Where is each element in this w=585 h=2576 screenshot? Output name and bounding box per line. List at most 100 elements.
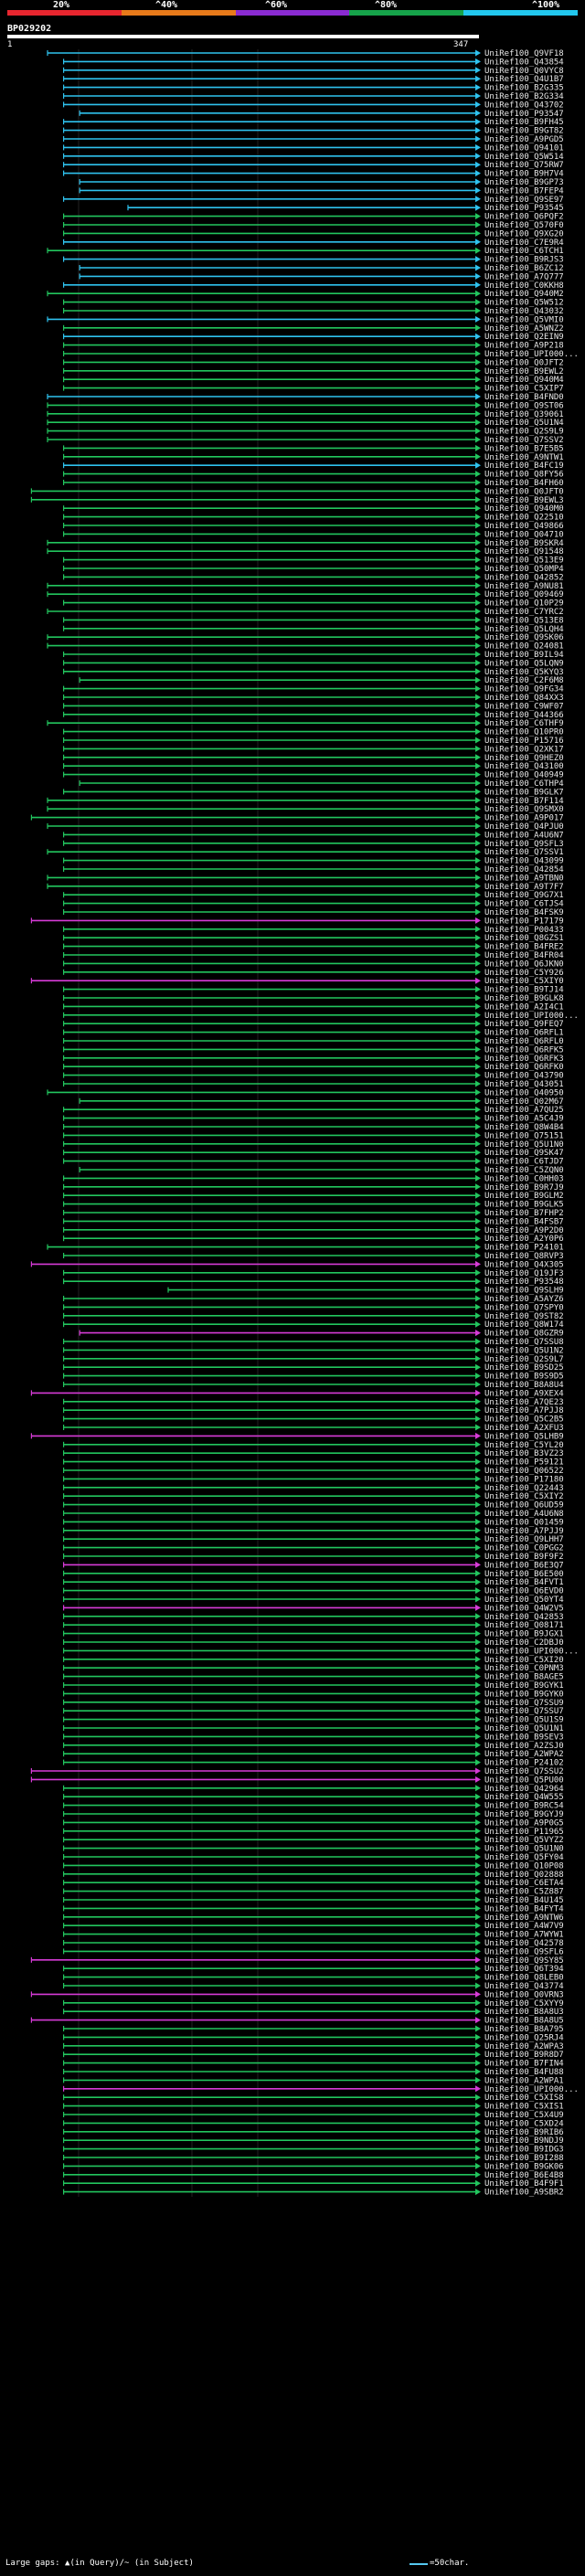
hit-label[interactable]: UniRef100_B9GLK5 bbox=[484, 1201, 564, 1210]
hit-row[interactable]: UniRef100_C5ZQN0 bbox=[79, 1166, 564, 1175]
hit-row[interactable]: UniRef100_Q7SPY0 bbox=[62, 1303, 564, 1312]
hit-row[interactable]: UniRef100_Q4W2V5 bbox=[62, 1604, 564, 1613]
hit-label[interactable]: UniRef100_Q6UD59 bbox=[484, 1501, 564, 1511]
hit-row[interactable]: UniRef100_Q5LHB9 bbox=[30, 1432, 564, 1441]
hit-row[interactable]: UniRef100_Q75RW7 bbox=[62, 161, 564, 170]
hit-row[interactable]: UniRef100_Q91548 bbox=[47, 547, 564, 557]
hit-label[interactable]: UniRef100_Q6RFK0 bbox=[484, 1063, 564, 1072]
hit-row[interactable]: UniRef100_B8A8U5 bbox=[30, 2017, 564, 2026]
hit-label[interactable]: UniRef100_A9P017 bbox=[484, 814, 564, 823]
hit-label[interactable]: UniRef100_P17179 bbox=[484, 917, 564, 926]
hit-label[interactable]: UniRef100_Q10PR0 bbox=[484, 728, 564, 737]
hit-label[interactable]: UniRef100_C5XIY2 bbox=[484, 1492, 564, 1501]
hit-row[interactable]: UniRef100_B4FVT1 bbox=[62, 1578, 564, 1587]
hit-label[interactable]: UniRef100_Q5LHB9 bbox=[484, 1432, 564, 1441]
hit-label[interactable]: UniRef100_Q9SFL6 bbox=[484, 1947, 564, 1956]
hit-label[interactable]: UniRef100_Q2S9L7 bbox=[484, 1355, 564, 1364]
hit-row[interactable]: UniRef100_Q513E8 bbox=[62, 616, 564, 625]
hit-row[interactable]: UniRef100_A9P218 bbox=[62, 342, 564, 351]
hit-label[interactable]: UniRef100_P59121 bbox=[484, 1458, 564, 1468]
hit-label[interactable]: UniRef100_Q43790 bbox=[484, 1072, 564, 1081]
hit-row[interactable]: UniRef100_Q9SE97 bbox=[62, 196, 564, 205]
hit-row[interactable]: UniRef100_Q01459 bbox=[62, 1518, 564, 1527]
hit-label[interactable]: UniRef100_B9GYK1 bbox=[484, 1681, 564, 1691]
hit-row[interactable]: UniRef100_Q75151 bbox=[62, 1131, 564, 1140]
hit-row[interactable]: UniRef100_B9EWL2 bbox=[62, 367, 564, 376]
hit-row[interactable]: UniRef100_B9IL94 bbox=[62, 651, 564, 660]
hit-row[interactable]: UniRef100_P15716 bbox=[62, 737, 564, 746]
hit-row[interactable]: UniRef100_B9NDJ9 bbox=[62, 2136, 564, 2146]
hit-row[interactable]: UniRef100_Q0VYC8 bbox=[62, 67, 564, 76]
hit-label[interactable]: UniRef100_C6THP4 bbox=[484, 779, 564, 789]
hit-row[interactable]: UniRef100_Q9ST82 bbox=[62, 1312, 564, 1321]
hit-label[interactable]: UniRef100_Q84XX3 bbox=[484, 694, 564, 703]
hit-row[interactable]: UniRef100_P17180 bbox=[62, 1475, 564, 1484]
hit-row[interactable]: UniRef100_Q7SSU8 bbox=[62, 1338, 564, 1347]
hit-label[interactable]: UniRef100_Q5U1N1 bbox=[484, 1724, 564, 1733]
hit-row[interactable]: UniRef100_P24101 bbox=[47, 1244, 564, 1253]
hit-label[interactable]: UniRef100_A2WPA1 bbox=[484, 2076, 564, 2085]
hit-row[interactable]: UniRef100_Q9SK06 bbox=[47, 633, 564, 642]
hit-row[interactable]: UniRef100_C6TCH1 bbox=[47, 247, 564, 256]
hit-row[interactable]: UniRef100_Q5KYQ3 bbox=[62, 668, 564, 677]
hit-label[interactable]: UniRef100_Q42853 bbox=[484, 1613, 564, 1622]
hit-row[interactable]: UniRef100_B4FU88 bbox=[62, 2068, 564, 2077]
hit-row[interactable]: UniRef100_Q94101 bbox=[62, 143, 564, 153]
hit-label[interactable]: UniRef100_C0PGG2 bbox=[484, 1544, 564, 1553]
hit-row[interactable]: UniRef100_Q02M67 bbox=[79, 1097, 564, 1107]
hit-row[interactable]: UniRef100_Q5LQH4 bbox=[62, 625, 564, 634]
hit-label[interactable]: UniRef100_Q44366 bbox=[484, 711, 564, 720]
hit-label[interactable]: UniRef100_Q940M2 bbox=[484, 290, 564, 299]
hit-label[interactable]: UniRef100_Q4W2V5 bbox=[484, 1604, 564, 1613]
hit-row[interactable]: UniRef100_A5AYZ6 bbox=[62, 1295, 564, 1304]
hit-row[interactable]: UniRef100_Q5U1S9 bbox=[62, 1716, 564, 1725]
hit-label[interactable]: UniRef100_A9NTW6 bbox=[484, 1913, 564, 1923]
hit-row[interactable]: UniRef100_A2Y0P6 bbox=[62, 1235, 564, 1244]
hit-label[interactable]: UniRef100_B9GK06 bbox=[484, 2162, 564, 2171]
hit-row[interactable]: UniRef100_B4FR04 bbox=[62, 951, 564, 960]
hit-label[interactable]: UniRef100_Q9VF18 bbox=[484, 49, 564, 58]
hit-label[interactable]: UniRef100_Q49866 bbox=[484, 522, 564, 531]
hit-label[interactable]: UniRef100_C5ZQN0 bbox=[484, 1166, 564, 1175]
hit-label[interactable]: UniRef100_B9EWL3 bbox=[484, 496, 564, 505]
hit-row[interactable]: UniRef100_B4FSB7 bbox=[62, 1217, 564, 1226]
hit-row[interactable]: UniRef100_Q9SFL6 bbox=[62, 1947, 564, 1956]
hit-row[interactable]: UniRef100_B9GYK0 bbox=[62, 1690, 564, 1699]
hit-label[interactable]: UniRef100_Q5U1N0 bbox=[484, 1140, 564, 1150]
hit-label[interactable]: UniRef100_Q42578 bbox=[484, 1939, 564, 1948]
hit-label[interactable]: UniRef100_B4FH60 bbox=[484, 479, 564, 488]
hit-label[interactable]: UniRef100_A9TBN0 bbox=[484, 874, 564, 883]
hit-label[interactable]: UniRef100_Q9FEQ7 bbox=[484, 1020, 564, 1029]
hit-row[interactable]: UniRef100_Q5C2B5 bbox=[62, 1415, 564, 1425]
hit-row[interactable]: UniRef100_A2WPA1 bbox=[62, 2076, 564, 2085]
hit-row[interactable]: UniRef100_Q22443 bbox=[62, 1484, 564, 1493]
hit-label[interactable]: UniRef100_C9WF07 bbox=[484, 702, 564, 711]
hit-label[interactable]: UniRef100_A2ZSJ0 bbox=[484, 1742, 564, 1751]
hit-row[interactable]: UniRef100_Q6RFL0 bbox=[62, 1037, 564, 1046]
hit-label[interactable]: UniRef100_B9I288 bbox=[484, 2154, 564, 2163]
hit-label[interactable]: UniRef100_B9R8D7 bbox=[484, 2051, 564, 2060]
hit-label[interactable]: UniRef100_Q43032 bbox=[484, 307, 564, 316]
hit-row[interactable]: UniRef100_Q10P08 bbox=[62, 1861, 564, 1871]
hit-row[interactable]: UniRef100_Q2EIN9 bbox=[62, 333, 564, 342]
hit-row[interactable]: UniRef100_Q50YT4 bbox=[62, 1595, 564, 1605]
hit-label[interactable]: UniRef100_A5WNZ2 bbox=[484, 324, 564, 334]
hit-label[interactable]: UniRef100_C7E9R4 bbox=[484, 239, 564, 248]
hit-label[interactable]: UniRef100_P93545 bbox=[484, 204, 564, 213]
hit-row[interactable]: UniRef100_P93545 bbox=[127, 204, 564, 213]
hit-label[interactable]: UniRef100_UPI000... bbox=[484, 350, 579, 359]
hit-label[interactable]: UniRef100_Q75RW7 bbox=[484, 161, 564, 170]
hit-label[interactable]: UniRef100_B9GT82 bbox=[484, 127, 564, 136]
hit-label[interactable]: UniRef100_B4FYT4 bbox=[484, 1904, 564, 1913]
hit-row[interactable]: UniRef100_B7E5B5 bbox=[62, 444, 564, 453]
hit-label[interactable]: UniRef100_Q6T394 bbox=[484, 1965, 564, 1974]
hit-row[interactable]: UniRef100_B8A8U4 bbox=[62, 1381, 564, 1390]
hit-label[interactable]: UniRef100_B9IDG3 bbox=[484, 2146, 564, 2155]
hit-label[interactable]: UniRef100_P24102 bbox=[484, 1759, 564, 1768]
hit-row[interactable]: UniRef100_Q5FY04 bbox=[62, 1853, 564, 1862]
hit-row[interactable]: UniRef100_Q4U1B7 bbox=[62, 75, 564, 84]
hit-row[interactable]: UniRef100_UPI000... bbox=[62, 2085, 579, 2094]
hit-row[interactable]: UniRef100_Q09469 bbox=[47, 590, 564, 599]
hit-row[interactable]: UniRef100_Q04710 bbox=[62, 530, 564, 539]
hit-row[interactable]: UniRef100_B4FSK9 bbox=[62, 908, 564, 917]
